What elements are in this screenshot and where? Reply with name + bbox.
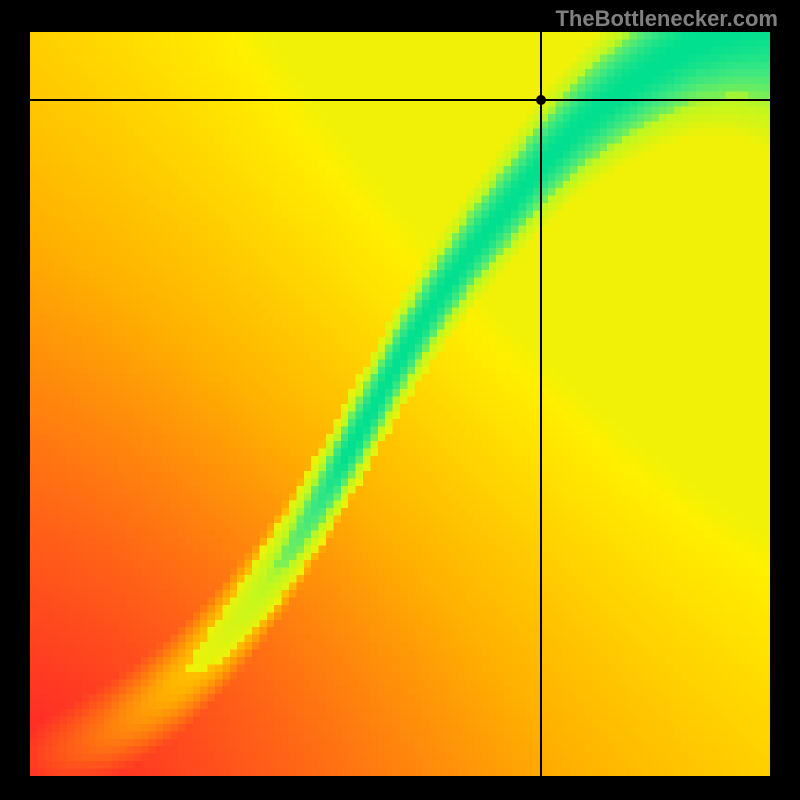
- heatmap-plot-area: [30, 32, 770, 776]
- crosshair-vertical: [540, 32, 542, 776]
- chart-container: TheBottlenecker.com: [0, 0, 800, 800]
- crosshair-marker: [536, 95, 546, 105]
- heatmap-canvas: [30, 32, 770, 776]
- watermark-text: TheBottlenecker.com: [555, 6, 778, 32]
- crosshair-horizontal: [30, 99, 770, 101]
